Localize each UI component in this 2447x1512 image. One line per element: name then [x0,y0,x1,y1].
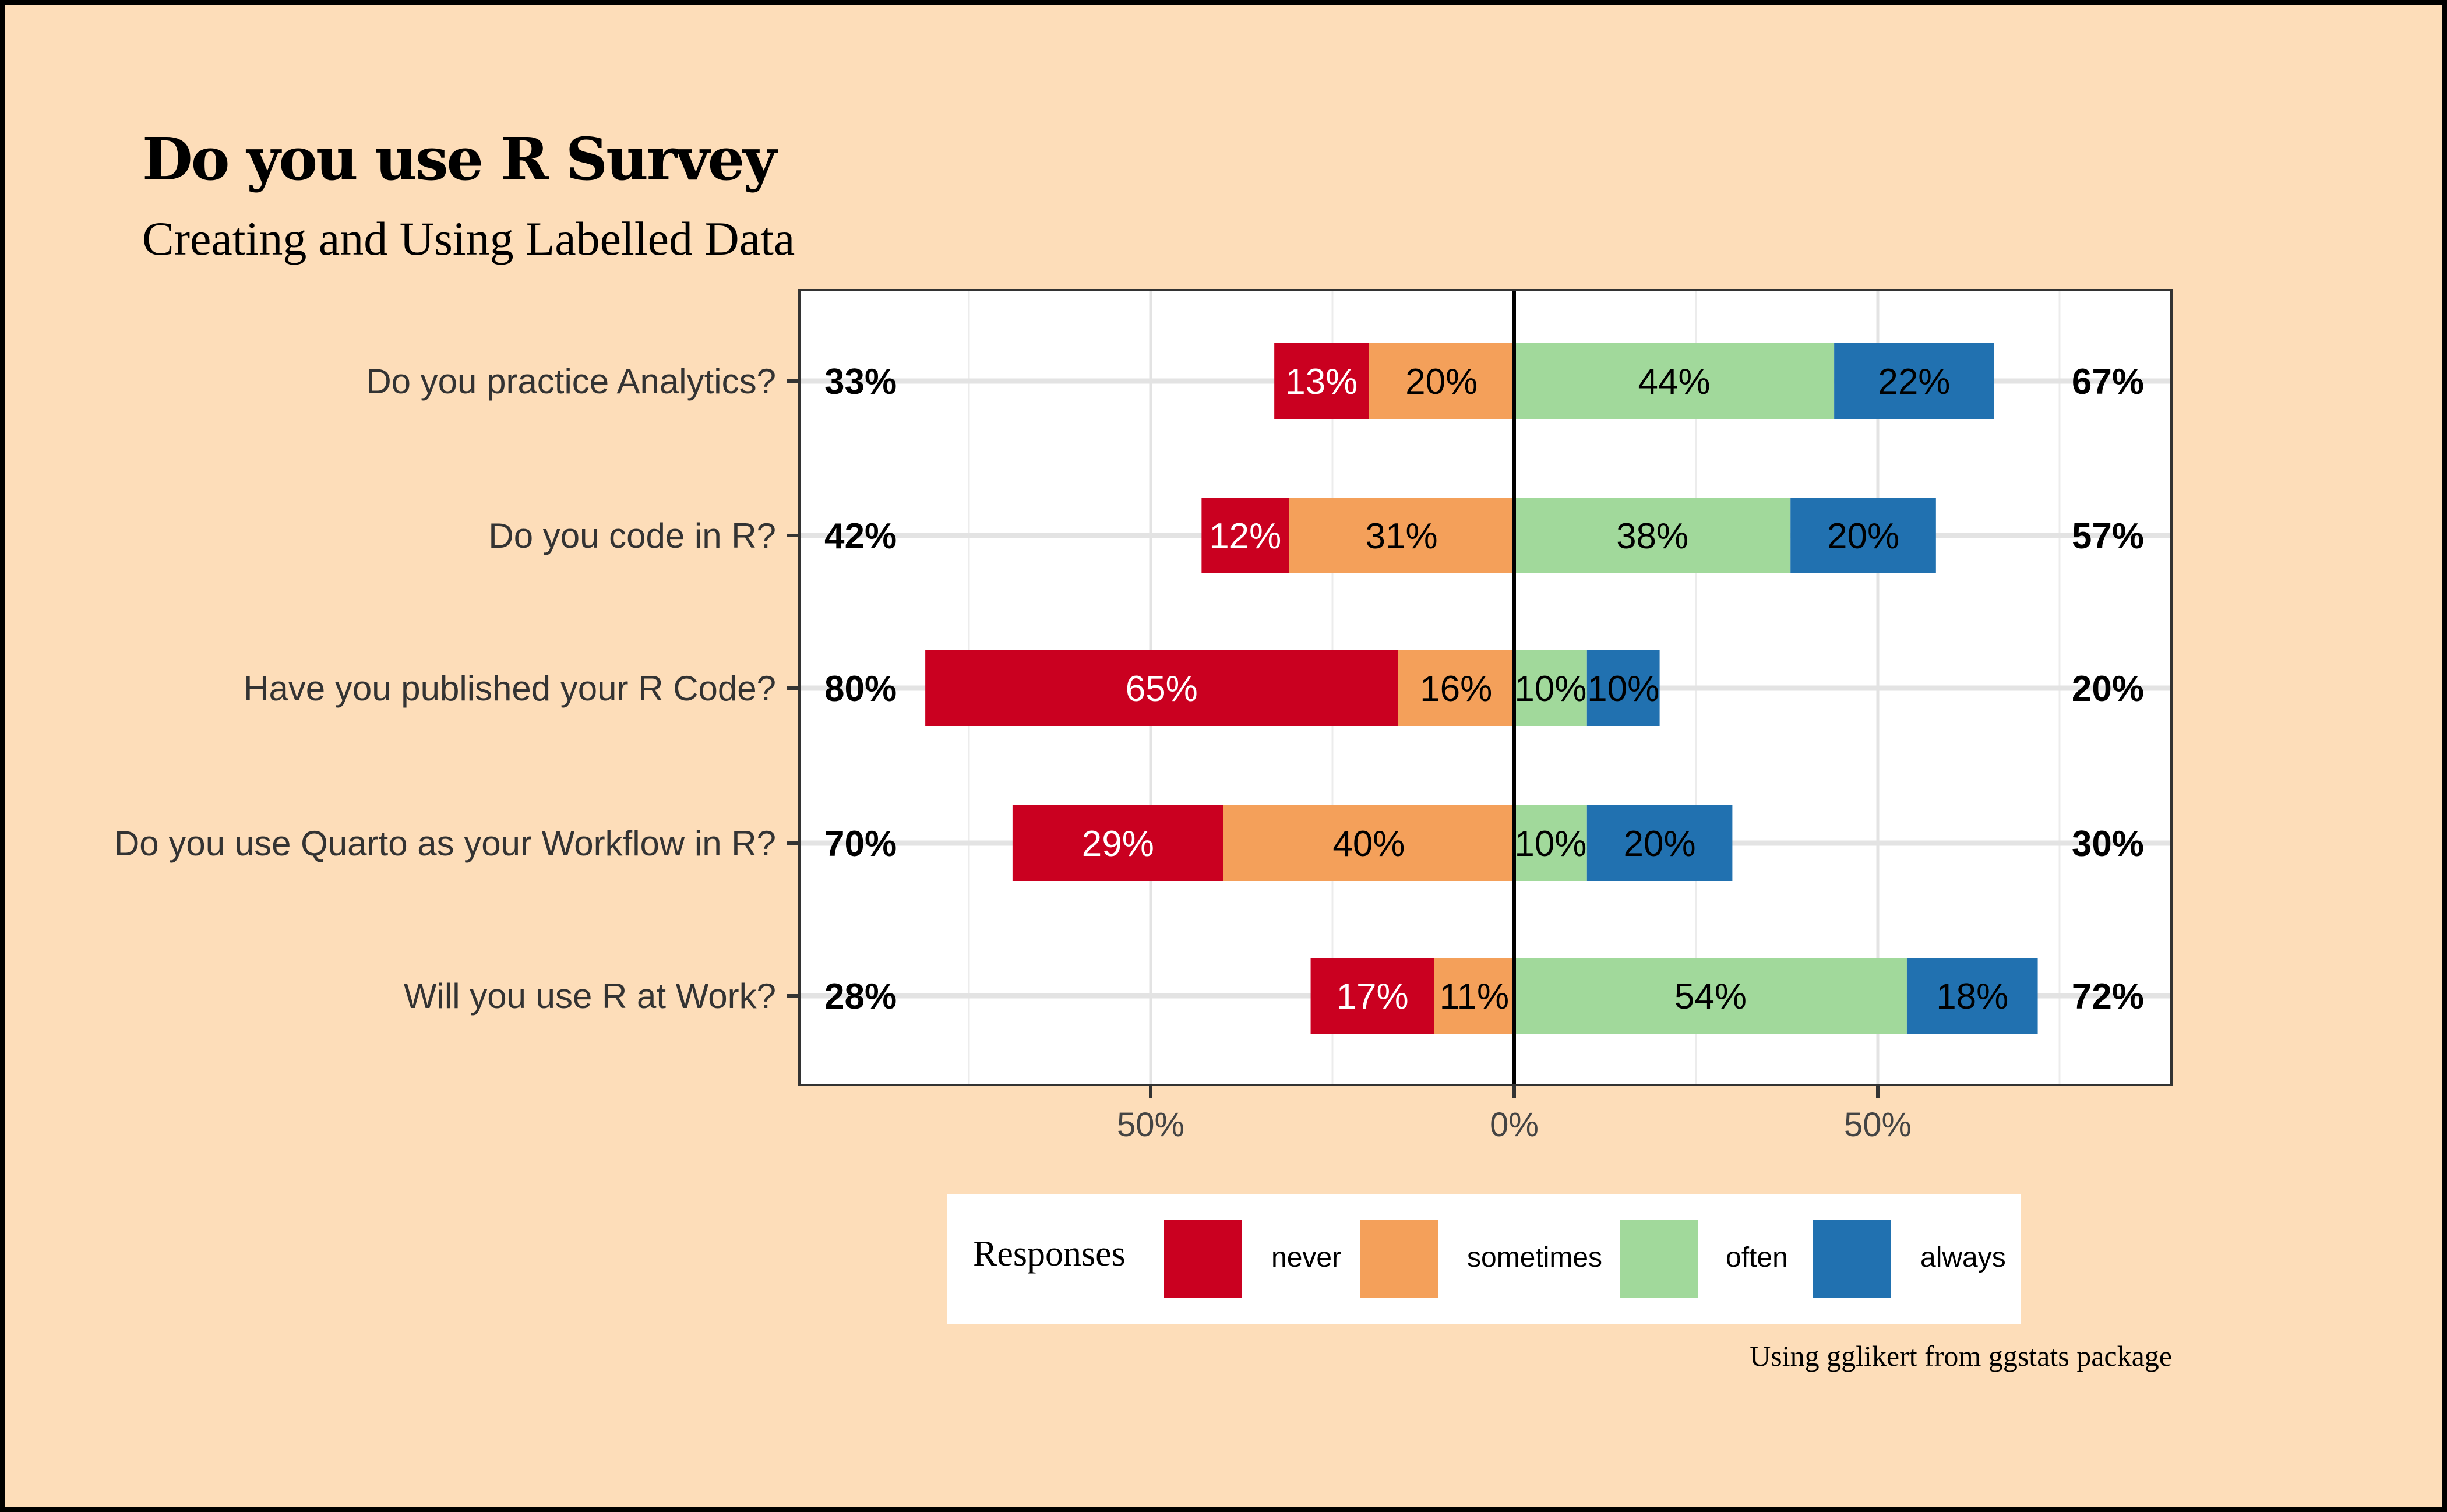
total-label-left: 70% [824,824,897,864]
total-label-right: 30% [2072,824,2144,864]
bar-segment-never [1310,958,1434,1034]
bar-segment-never [925,650,1398,726]
chart-title: Do you use R Survey [142,125,777,193]
bar-segment-sometimes [1369,343,1514,419]
bar-segment-never [1201,498,1289,573]
x-tick-label: 0% [1490,1106,1539,1144]
bar-segment-often [1514,805,1587,881]
bar-label-often: 38% [1616,516,1688,556]
bar-segment-sometimes [1289,498,1514,573]
total-label-right: 57% [2072,516,2144,556]
bar-segment-always [1834,343,1994,419]
y-tick-label: Do you code in R? [488,516,776,555]
chart-caption: Using gglikert from ggstats package [1750,1340,2172,1372]
x-tick-label: 50% [1117,1106,1184,1144]
bar-segment-often [1514,958,1907,1034]
y-tick-label: Do you practice Analytics? [366,362,776,401]
bar-label-sometimes: 20% [1405,362,1478,402]
bar-segment-always [1790,498,1936,573]
legend-title: Responses [973,1234,1126,1274]
bar-segment-always [1586,805,1733,881]
total-label-left: 42% [824,516,897,556]
bar-label-sometimes: 16% [1420,669,1492,709]
bar-segment-often [1514,343,1835,419]
total-label-right: 20% [2072,669,2144,709]
legend-label-often: often [1726,1242,1788,1273]
y-tick-label: Have you published your R Code? [244,669,776,708]
legend-key-sometimes [1360,1220,1438,1298]
bar-segment-always [1586,650,1660,726]
bar-segment-never [1274,343,1369,419]
panel-border [798,289,2173,1086]
legend-label-never: never [1271,1242,1342,1273]
bar-segment-sometimes [1223,805,1514,881]
total-label-right: 72% [2072,977,2144,1017]
total-label-left: 33% [824,362,897,402]
bar-label-never: 65% [1126,669,1198,709]
y-tick-label: Will you use R at Work? [404,977,776,1016]
bar-label-sometimes: 40% [1332,824,1405,864]
bar-label-often: 10% [1514,669,1586,709]
bar-label-never: 13% [1285,362,1358,402]
bar-label-never: 29% [1082,824,1154,864]
total-label-left: 80% [824,669,897,709]
bar-segment-often [1514,498,1791,573]
bar-label-never: 12% [1209,516,1281,556]
total-label-left: 28% [824,977,897,1017]
bar-label-often: 54% [1674,977,1747,1017]
bar-label-often: 10% [1514,824,1586,864]
total-label-right: 67% [2072,362,2144,402]
legend-label-sometimes: sometimes [1467,1242,1603,1273]
legend-key-always [1813,1220,1891,1298]
legend-key-never [1164,1220,1242,1298]
bar-label-sometimes: 31% [1366,516,1438,556]
bar-segment-often [1514,650,1587,726]
bar-segment-sometimes [1398,650,1514,726]
bar-label-always: 20% [1827,516,1899,556]
bar-label-always: 10% [1587,669,1659,709]
legend-label-always: always [1920,1242,2006,1273]
bar-label-sometimes: 11% [1440,977,1510,1017]
chart-subtitle: Creating and Using Labelled Data [142,212,795,265]
bar-segment-sometimes [1434,958,1514,1034]
bar-label-never: 17% [1337,977,1409,1017]
bar-label-often: 44% [1638,362,1711,402]
x-tick-label: 50% [1844,1106,1912,1144]
legend-key-often [1620,1220,1698,1298]
legend: Responses never sometimes often always [947,1194,2021,1324]
bar-segment-always [1906,958,2038,1034]
bar-label-always: 18% [1936,977,2008,1017]
bar-segment-never [1012,805,1224,881]
bar-label-always: 22% [1878,362,1950,402]
bar-label-always: 20% [1624,824,1696,864]
y-tick-label: Do you use Quarto as your Workflow in R? [114,824,776,863]
